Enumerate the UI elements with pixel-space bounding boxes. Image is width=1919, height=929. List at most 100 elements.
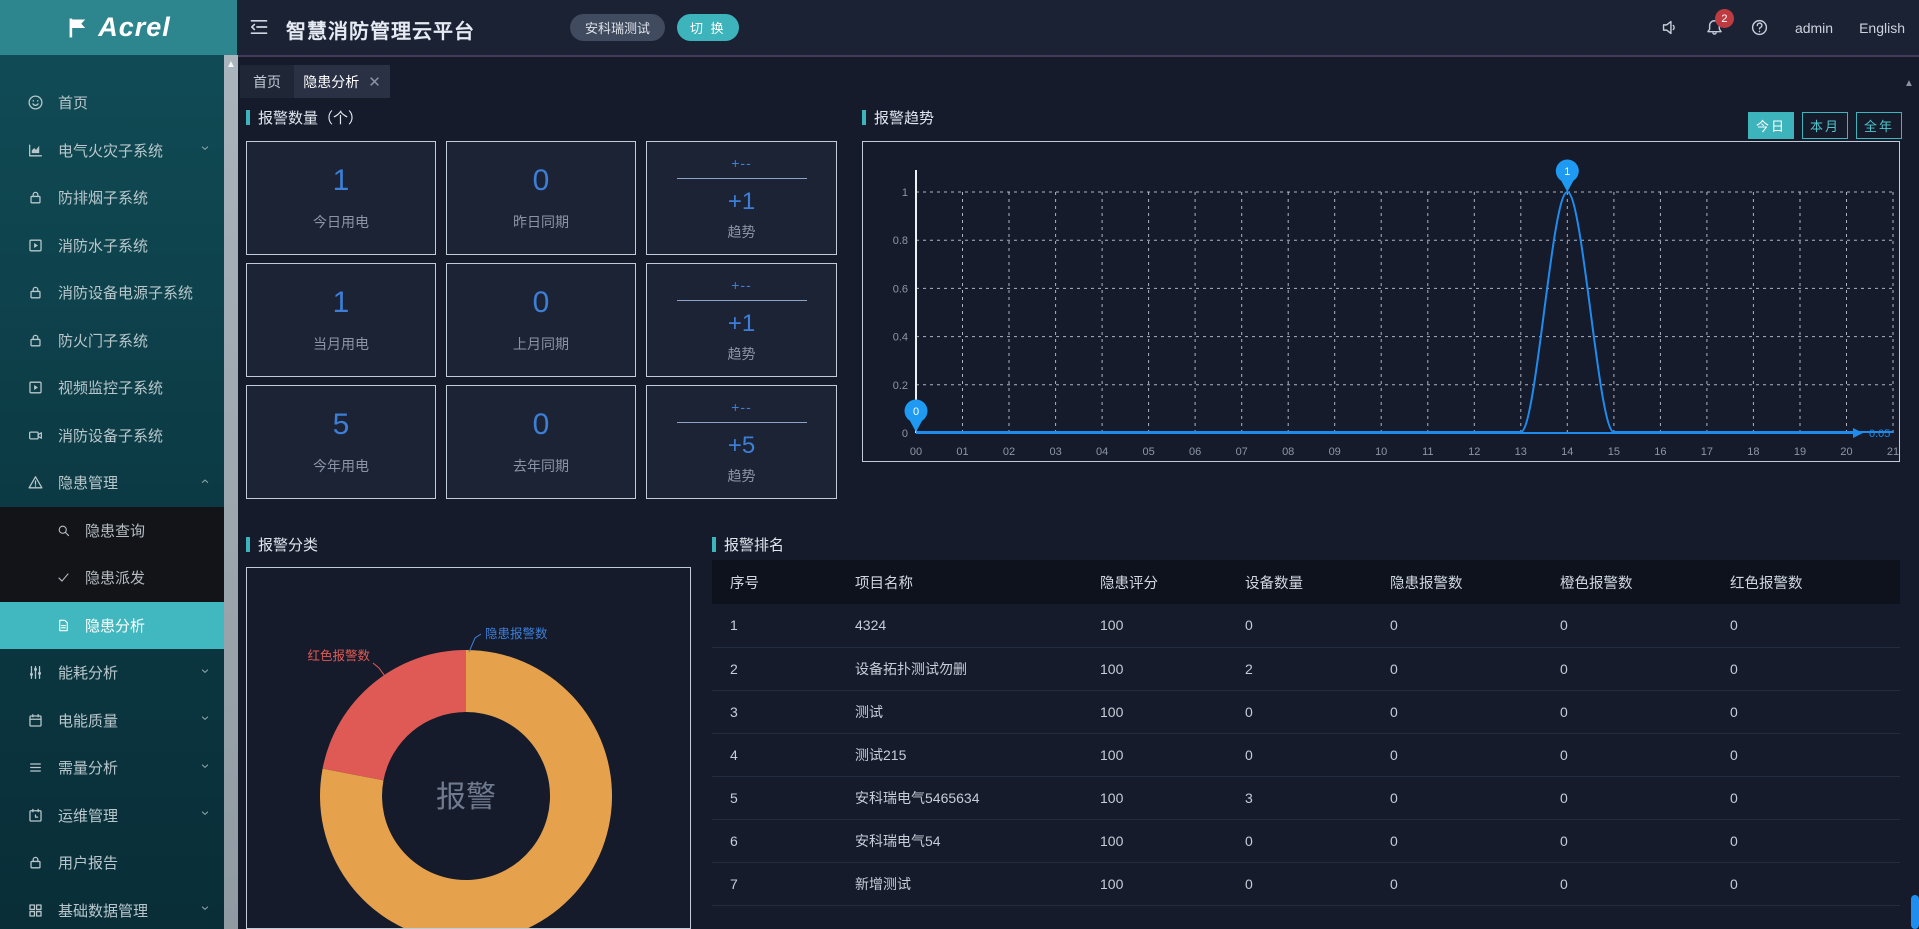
- sidebar-item-首页[interactable]: 首页: [0, 79, 224, 127]
- scrollbar-up-icon[interactable]: ▲: [224, 55, 238, 70]
- table-header-row: 序号项目名称隐患评分设备数量隐患报警数橙色报警数红色报警数: [712, 560, 1900, 604]
- sidebar-item-label: 首页: [58, 92, 212, 113]
- sidebar-item-消防水子系统[interactable]: 消防水子系统: [0, 222, 224, 270]
- sidebar-item-防火门子系统[interactable]: 防火门子系统: [0, 317, 224, 365]
- svg-text:0.6: 0.6: [893, 283, 908, 295]
- card-label: 去年同期: [513, 456, 569, 476]
- column-header: 隐患报警数: [1372, 560, 1542, 604]
- play-icon: [27, 237, 44, 254]
- logo-text: Acrel: [98, 12, 171, 43]
- table-cell: 0: [1712, 690, 1900, 733]
- sidebar-item-用户报告[interactable]: 用户报告: [0, 839, 224, 887]
- user-menu[interactable]: admin: [1795, 20, 1833, 36]
- sidebar-item-视频监控子系统[interactable]: 视频监控子系统: [0, 364, 224, 412]
- donut-center-label: 报警: [436, 781, 496, 814]
- donut-segment: [323, 650, 466, 780]
- switch-project-button[interactable]: 切 换: [677, 14, 739, 41]
- svg-text:10: 10: [1375, 446, 1387, 458]
- svg-text:1: 1: [1564, 166, 1570, 178]
- table-cell: 6: [712, 819, 837, 862]
- table-cell: 0: [1372, 819, 1542, 862]
- chevron-down-icon: [198, 664, 212, 678]
- sidebar-submenu: 隐患查询隐患派发隐患分析: [0, 507, 224, 650]
- help-icon[interactable]: [1750, 18, 1769, 37]
- sidebar-item-运维管理[interactable]: 运维管理: [0, 792, 224, 840]
- range-button-本月[interactable]: 本月: [1802, 112, 1848, 139]
- table-cell: 3: [1227, 776, 1372, 819]
- sidebar-item-消防设备子系统[interactable]: 消防设备子系统: [0, 412, 224, 460]
- card-label: 当月用电: [313, 334, 369, 354]
- page-scrollbar-up-icon[interactable]: ▲: [1904, 78, 1914, 89]
- card-value: 0: [533, 164, 550, 198]
- tab-label: 隐患分析: [303, 72, 359, 92]
- alarm-trend-chart: 00.20.40.60.8100010203040506070809101112…: [862, 141, 1900, 462]
- sidebar-item-基础数据管理[interactable]: 基础数据管理: [0, 887, 224, 929]
- sidebar-item-隐患管理[interactable]: 隐患管理: [0, 459, 224, 507]
- table-cell: 0: [1227, 604, 1372, 647]
- language-switch[interactable]: English: [1859, 20, 1905, 36]
- check-icon: [56, 570, 71, 585]
- range-button-今日[interactable]: 今日: [1748, 112, 1794, 139]
- table-cell: 0: [1712, 819, 1900, 862]
- sidebar-item-隐患分析[interactable]: 隐患分析: [0, 602, 224, 650]
- svg-text:08: 08: [1282, 446, 1294, 458]
- tab-label: 首页: [253, 72, 281, 92]
- grid-icon: [27, 902, 44, 919]
- table-row: 2设备拓扑测试勿删1002000: [712, 647, 1900, 690]
- speaker-icon[interactable]: [1660, 18, 1679, 37]
- trend-range-buttons: 今日本月全年: [1748, 112, 1902, 139]
- table-cell: 0: [1712, 733, 1900, 776]
- column-header: 设备数量: [1227, 560, 1372, 604]
- svg-text:03: 03: [1049, 446, 1061, 458]
- table-cell: 0: [1712, 604, 1900, 647]
- svg-text:21: 21: [1887, 446, 1899, 458]
- app-title: 智慧消防管理云平台: [286, 15, 475, 44]
- card-value: 0: [533, 286, 550, 320]
- sidebar-item-label: 基础数据管理: [58, 900, 198, 921]
- alarm-trend-title: 报警趋势: [862, 107, 934, 128]
- svg-text:04: 04: [1096, 446, 1108, 458]
- table-cell: 0: [1542, 733, 1712, 776]
- sidebar-item-需量分析[interactable]: 需量分析: [0, 744, 224, 792]
- tab-home[interactable]: 首页: [240, 65, 294, 98]
- collapse-sidebar-icon[interactable]: [248, 16, 270, 43]
- chevron-up-icon: [198, 474, 212, 488]
- sidebar-item-消防设备电源子系统[interactable]: 消防设备电源子系统: [0, 269, 224, 317]
- card-label: 趋势: [728, 344, 756, 364]
- page-scrollbar-thumb[interactable]: [1911, 895, 1919, 929]
- trend-numerator: +--: [731, 399, 752, 415]
- table-cell: 0: [1542, 604, 1712, 647]
- table-cell: 0: [1542, 862, 1712, 905]
- column-header: 隐患评分: [1082, 560, 1227, 604]
- sidebar-item-label: 用户报告: [58, 852, 212, 873]
- trend-card: +--+1趋势: [646, 263, 837, 377]
- stat-card: 0 上月同期: [446, 263, 636, 377]
- lock-icon: [27, 332, 44, 349]
- table-row: 143241000000: [712, 604, 1900, 647]
- table-cell: 0: [1227, 733, 1372, 776]
- card-label: 上月同期: [513, 334, 569, 354]
- sidebar-item-能耗分析[interactable]: 能耗分析: [0, 649, 224, 697]
- sidebar-item-电能质量[interactable]: 电能质量: [0, 697, 224, 745]
- stat-card: 1今日用电: [246, 141, 436, 255]
- chevron-down-icon: [198, 759, 212, 773]
- app-header: Acrel 智慧消防管理云平台 安科瑞测试 切 换 2 admin Englis…: [0, 0, 1919, 55]
- svg-text:16: 16: [1654, 446, 1666, 458]
- sidebar-item-电气火灾子系统[interactable]: 电气火灾子系统: [0, 127, 224, 175]
- range-button-全年[interactable]: 全年: [1856, 112, 1902, 139]
- table-cell: 0: [1542, 690, 1712, 733]
- calendar-icon: [27, 712, 44, 729]
- table-cell: 0: [1372, 862, 1542, 905]
- sidebar-scrollbar[interactable]: ▲: [224, 55, 238, 929]
- trend-line-chart: 00.20.40.60.8100010203040506070809101112…: [863, 142, 1901, 472]
- sidebar-item-label: 防火门子系统: [58, 330, 212, 351]
- close-tab-icon[interactable]: ✕: [368, 73, 381, 91]
- alarm-rank-table: 序号项目名称隐患评分设备数量隐患报警数橙色报警数红色报警数 1432410000…: [712, 560, 1900, 906]
- alarm-category-title: 报警分类: [246, 534, 318, 555]
- sidebar-item-防排烟子系统[interactable]: 防排烟子系统: [0, 174, 224, 222]
- notification-bell-icon[interactable]: 2: [1705, 18, 1724, 37]
- tab-hidden-danger-analysis[interactable]: 隐患分析 ✕: [294, 65, 390, 98]
- svg-text:0: 0: [902, 428, 908, 440]
- sidebar-item-隐患查询[interactable]: 隐患查询: [0, 507, 224, 555]
- sidebar-item-隐患派发[interactable]: 隐患派发: [0, 554, 224, 602]
